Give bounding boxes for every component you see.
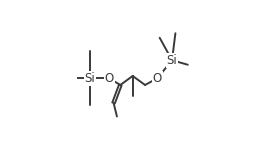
Text: O: O: [153, 72, 162, 85]
Text: Si: Si: [167, 54, 177, 67]
Text: O: O: [105, 72, 114, 85]
Text: Si: Si: [84, 72, 95, 85]
